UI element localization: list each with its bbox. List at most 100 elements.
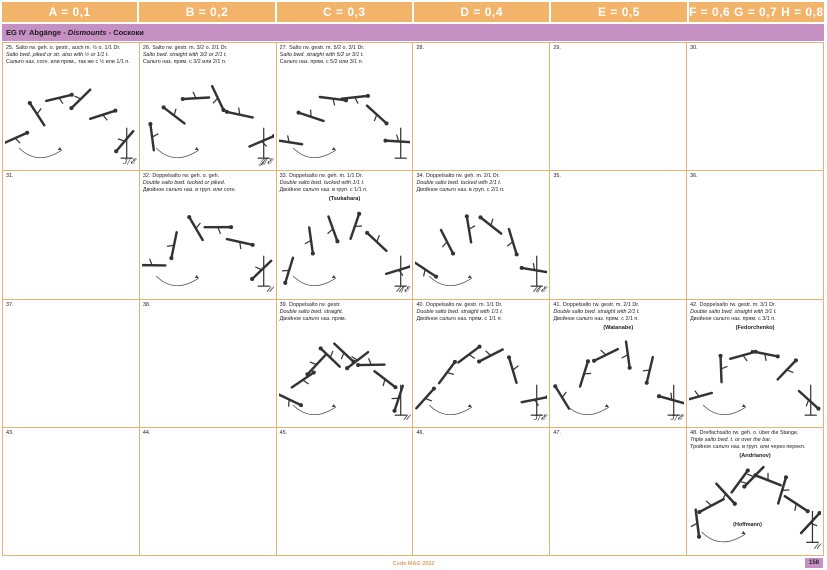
signature-mark: 𝓁𝓁 [813,541,819,551]
element-cell: 31. [3,171,140,300]
element-line-de: 33. Doppelsalto rw. geh. m. 1/1 Dr. [280,173,410,180]
element-text-de: Doppelsalto rw. geh. m. 2/1 Dr. [425,173,500,180]
element-text-de: Doppelsalto rw. gestr. m. 3/1 Dr. [699,301,777,308]
element-number: 37. [6,301,14,308]
element-text-ru: Двойное сальто наз. прям. с 3/1 п. [690,315,776,322]
element-number: 44. [142,429,151,436]
element-drawing [413,205,550,292]
element-number: 48. [690,429,698,436]
signature-mark: ᴊ∕𝓔 [670,413,683,423]
element-text-de: Salto rw. gestr. m. 5/2 o. 3/1 Dr. [289,45,365,51]
element-text-de: Salto rw. gestr. m. 3/2 o. 2/1 Dr. [152,45,228,51]
element-line-de: 39. Doppelsalto rw. gestr. [280,302,410,309]
element-line-de: 27. Salto rw. gestr. m. 5/2 o. 3/1 Dr. [280,45,410,52]
element-number: 36. [690,173,698,180]
element-text-de: Doppelsalto rw. gestr. m. 2/1 Dr. [562,301,640,308]
element-text-en: Double salto bwd. straight with 1/1 t. [416,308,504,315]
column-header: D = 0,4 [413,2,552,22]
element-line-de: 42. Doppelsalto rw. gestr. m. 3/1 Dr. [690,302,820,309]
element-line-de: 40. Doppelsalto rw. gestr. m. 1/1 Dr. [416,302,546,309]
element-text-de: Doppelsalto rw. geh. o. geh. [152,173,220,180]
element-text-ru: Двойное сальто наз. прям. с 1/1 п. [416,315,503,322]
element-cell: 34. Doppelsalto rw. geh. m. 2/1 Dr. Double… [413,171,551,300]
element-named-after-second: (Hoffmann) [733,521,762,528]
element-cell: 41. Doppelsalto rw. gestr. m. 2/1 Dr. Doub… [550,299,688,428]
column-header: B = 0,2 [139,2,277,22]
element-cell: 32. Doppelsalto rw. geh. o. geh. Double sa… [139,171,277,300]
element-line-de: 41. Doppelsalto rw. gestr. m. 2/1 Dr. [553,302,683,309]
element-number: 30. [690,45,698,51]
element-line-de: 36. [690,173,820,180]
element-grid: 25. Salto rw. geh. o. gestr., auch m. ½ o… [2,42,824,556]
element-drawing [415,334,550,421]
element-cell: 29. [550,43,688,172]
element-cell: 42. Doppelsalto rw. gestr. m. 3/1 Dr. Doub… [687,299,824,428]
element-line-de: 44. [143,430,273,437]
element-text-en: Double salto bwd. tucked with 2/1 t. [416,180,502,187]
signature-mark: ᴊ∕𝓔 [123,156,135,166]
element-text-en: Double salto bwd. straight. [279,308,344,315]
element-line-de: 43. [6,430,136,437]
column-header: F = 0,6 G = 0,7 H = 0,8 [688,2,824,22]
element-cell: 38. [139,299,277,428]
element-text-en: Salto bwd. piked or str. also with ½ or … [6,52,109,59]
element-line-de: 31. [6,173,136,180]
element-cell: 46. [413,427,551,556]
element-number: 45. [279,429,288,436]
element-line-de: 32. Doppelsalto rw. geh. o. geh. [143,173,273,180]
element-group-band: EG IV Abgänge - Dismounts - Соскоки [2,24,824,41]
element-text-en: Salto bwd. straight with 5/2 or 3/1 t. [279,52,364,59]
element-number: 35. [553,173,561,180]
element-number: 25. [6,45,14,51]
element-drawing [276,334,411,421]
group-code: EG IV [6,28,27,37]
element-cell: 43. [3,427,140,556]
element-cell: 26. Salto rw. gestr. m. 3/2 o. 2/1 Dr. Sal… [139,43,277,172]
element-cell: 37. [3,299,140,428]
element-line-de: 46. [416,430,546,437]
element-text-ru: Двойное сальто наз. прям. с 2/1 п. [553,315,639,322]
element-line-de: 37. [6,302,136,309]
element-text-en: Double salto bwd. straight with 3/1 t. [690,308,777,315]
element-named-after: (Fedorchenko) [735,324,775,331]
element-number: 27. [279,45,288,51]
signature-mark: ᴊ∕𝓔 [534,413,546,423]
signature-mark: 𝓁𝓁∕𝓔 [532,285,546,295]
element-line-de: 38. [143,302,273,309]
element-cell: 44. [139,427,277,556]
element-text-de: Doppelsalto rw. geh. m. 1/1 Dr. [289,173,363,180]
element-cell: 40. Doppelsalto rw. gestr. m. 1/1 Dr. Doub… [413,299,551,428]
group-title-en: Dismounts [67,28,107,37]
element-text-de: Doppelsalto rw. gestr. [289,301,341,308]
element-cell: 35. [550,171,688,300]
element-named-after: (Andrianov) [739,452,771,459]
element-named-after: (Tsukahara) [328,196,361,203]
element-number: 38. [142,301,151,308]
element-cell: 27. Salto rw. gestr. m. 5/2 o. 3/1 Dr. Sal… [276,43,414,172]
element-text-de: Dreifachsalto rw. geh. o. über die Stang… [699,429,799,436]
element-line-de: 25. Salto rw. geh. o. gestr., auch m. ½ o… [6,45,136,52]
signature-mark: 𝓙∕𝓔 [258,156,272,166]
element-cell: 45. [276,427,414,556]
element-cell: 39. Doppelsalto rw. gestr. Double salto bw… [276,299,414,428]
element-text-en: Double salto bwd. tucked with 1/1 t. [279,180,365,187]
element-text-en: Salto bwd. straight with 3/2 or 2/1 t. [142,52,228,59]
element-line-de: 28. [416,45,546,52]
element-cell: 47. [550,427,688,556]
element-number: 39. [279,301,288,308]
element-text-ru: Двойное сальто наз. в груп. с 1/1 п. [279,187,368,194]
element-drawing [687,334,821,421]
group-title-de: Abgänge [29,28,62,37]
element-named-after: (Watanabe) [603,324,634,331]
footer-code: Code MAG 2022 [392,561,435,567]
element-number: 43. [6,429,14,436]
element-line-de: 34. Doppelsalto rw. geh. m. 2/1 Dr. [416,173,546,180]
element-cell: 25. Salto rw. geh. o. gestr., auch m. ½ o… [3,43,140,172]
column-header-row: A = 0,1 B = 0,2 C = 0,3 D = 0,4 E = 0,5 F = 0… [2,2,824,22]
element-drawing [3,77,137,164]
element-text-ru: Двойное сальто наз. прям. [279,315,347,322]
element-text-ru: Двойное сальто наз. в груп. с 2/1 п. [416,187,505,194]
element-cell: 33. Doppelsalto rw. geh. m. 1/1 Dr. Double… [276,171,414,300]
signature-mark: 𝓁𝓁∕𝓔 [395,285,409,295]
element-text-ru: Сальто наз. согн. или прям., так же с ½ … [6,59,130,66]
